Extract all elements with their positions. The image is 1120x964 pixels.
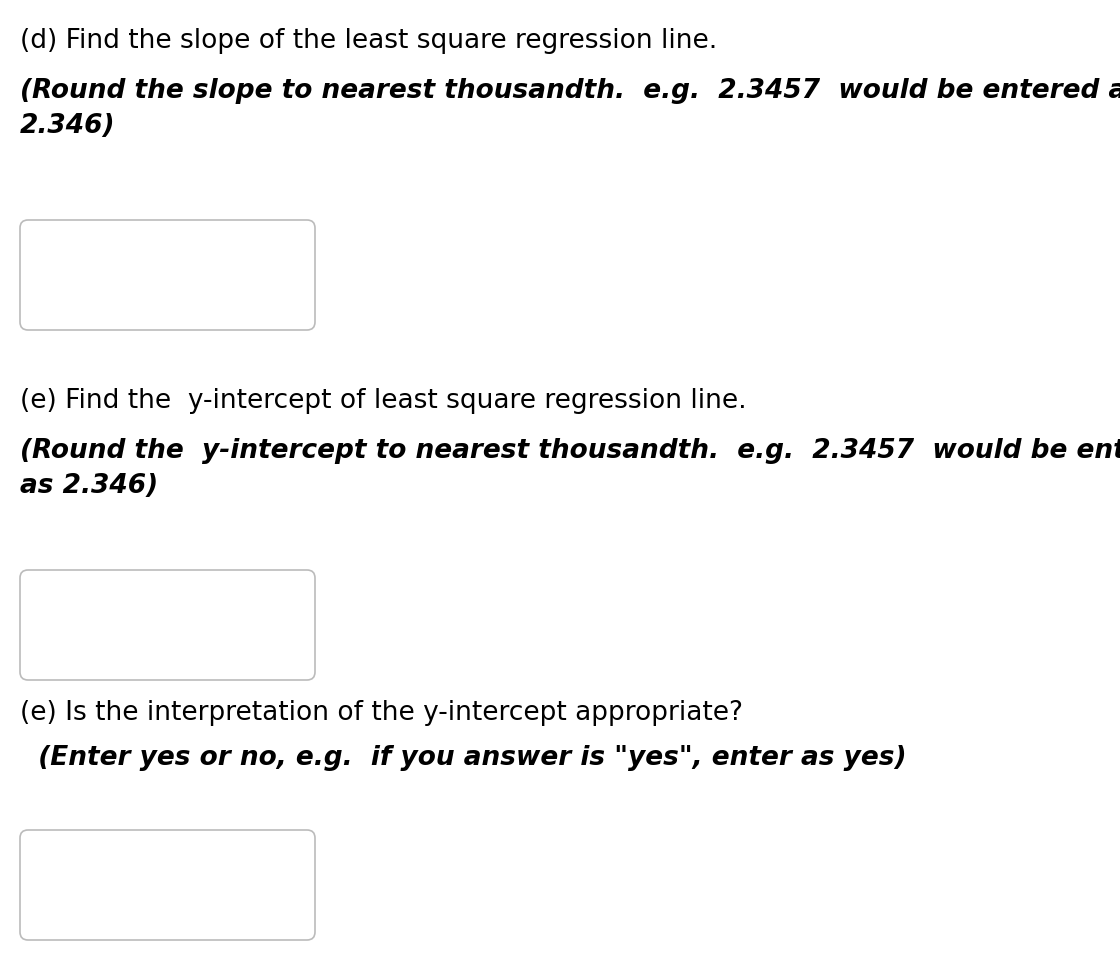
Text: (Round the  y-intercept to nearest thousandth.  e.g.  2.3457  would be entered
a: (Round the y-intercept to nearest thousa… [20,438,1120,499]
Text: (Enter yes or no, e.g.  if you answer is "yes", enter as yes): (Enter yes or no, e.g. if you answer is … [20,745,906,771]
Text: (e) Is the interpretation of the y-intercept appropriate?: (e) Is the interpretation of the y-inter… [20,700,743,726]
Text: (e) Find the  y-intercept of least square regression line.: (e) Find the y-intercept of least square… [20,388,747,414]
Text: (d) Find the slope of the least square regression line.: (d) Find the slope of the least square r… [20,28,717,54]
FancyBboxPatch shape [20,570,315,680]
Text: (Round the slope to nearest thousandth.  e.g.  2.3457  would be entered as
2.346: (Round the slope to nearest thousandth. … [20,78,1120,139]
FancyBboxPatch shape [20,220,315,330]
FancyBboxPatch shape [20,830,315,940]
